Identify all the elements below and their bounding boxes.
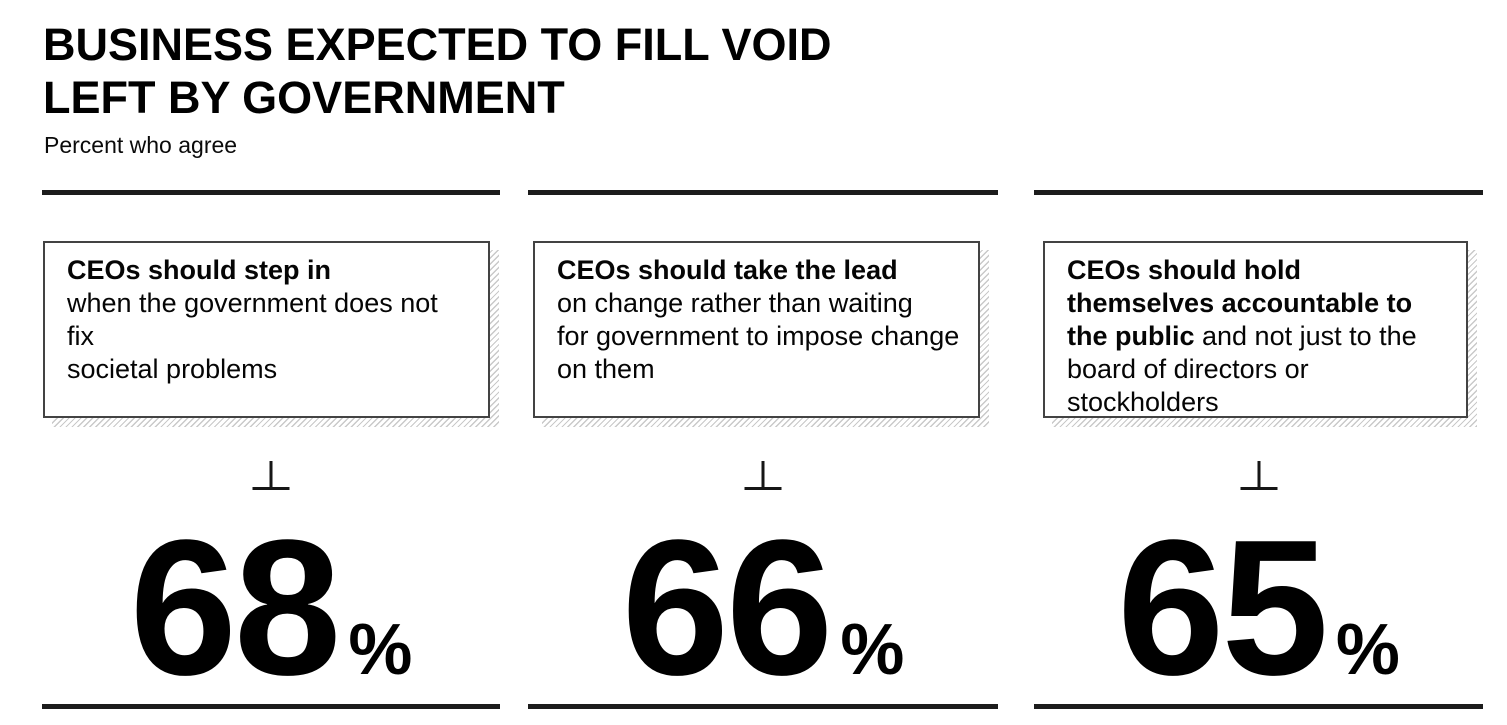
statement-bold: CEOs should hold themselves accountable … — [1067, 255, 1413, 351]
stat-value: 66% — [528, 511, 998, 725]
statement-text: CEOs should hold themselves accountable … — [1067, 254, 1450, 419]
statement-regular: and not just to the board of directors o… — [1067, 321, 1417, 417]
statement-card: CEOs should hold themselves accountable … — [1043, 241, 1468, 418]
page-title: BUSINESS EXPECTED TO FILL VOID LEFT BY G… — [43, 19, 832, 123]
connector-horizontal-bar — [252, 487, 290, 490]
statement-regular: on change rather than waiting for govern… — [557, 288, 960, 384]
statement-card: CEOs should take the lead on change rath… — [533, 241, 980, 418]
bottom-rule — [1034, 704, 1483, 709]
percent-sign: % — [348, 610, 413, 690]
statement-card-wrap: CEOs should hold themselves accountable … — [1043, 241, 1477, 427]
statement-text: CEOs should step in when the government … — [67, 254, 472, 386]
top-rule — [1034, 190, 1483, 195]
statement-card-wrap: CEOs should take the lead on change rath… — [533, 241, 989, 427]
stat-panel-2: CEOs should take the lead on change rath… — [528, 0, 998, 725]
bottom-rule — [528, 704, 998, 709]
connector-vertical-bar — [1257, 461, 1260, 487]
statement-regular: when the government does not fix societa… — [67, 288, 438, 384]
connector-horizontal-bar — [744, 487, 782, 490]
connector-vertical-bar — [761, 461, 765, 487]
stat-panel-1: CEOs should step in when the government … — [42, 0, 500, 725]
stat-panel-3: CEOs should hold themselves accountable … — [1034, 0, 1483, 725]
connector-vertical-bar — [269, 461, 273, 487]
perpendicular-connector-icon — [744, 461, 782, 490]
statement-card: CEOs should step in when the government … — [43, 241, 490, 418]
statement-bold: CEOs should take the lead — [557, 255, 898, 285]
stat-number: 66 — [621, 499, 834, 715]
bottom-rule — [42, 704, 500, 709]
top-rule — [528, 190, 998, 195]
statement-text: CEOs should take the lead on change rath… — [557, 254, 962, 386]
perpendicular-connector-icon — [252, 461, 290, 490]
stat-value: 68% — [42, 511, 500, 725]
percent-sign: % — [840, 610, 905, 690]
connector-horizontal-bar — [1240, 487, 1277, 490]
page-subtitle: Percent who agree — [44, 132, 238, 158]
top-rule — [42, 190, 500, 195]
stat-number: 65 — [1117, 499, 1329, 715]
statement-bold: CEOs should step in — [67, 255, 332, 285]
percent-sign: % — [1335, 610, 1400, 690]
perpendicular-connector-icon — [1240, 461, 1277, 490]
stat-value: 65% — [1034, 511, 1483, 725]
statement-card-wrap: CEOs should step in when the government … — [43, 241, 499, 427]
stat-number: 68 — [129, 499, 342, 715]
